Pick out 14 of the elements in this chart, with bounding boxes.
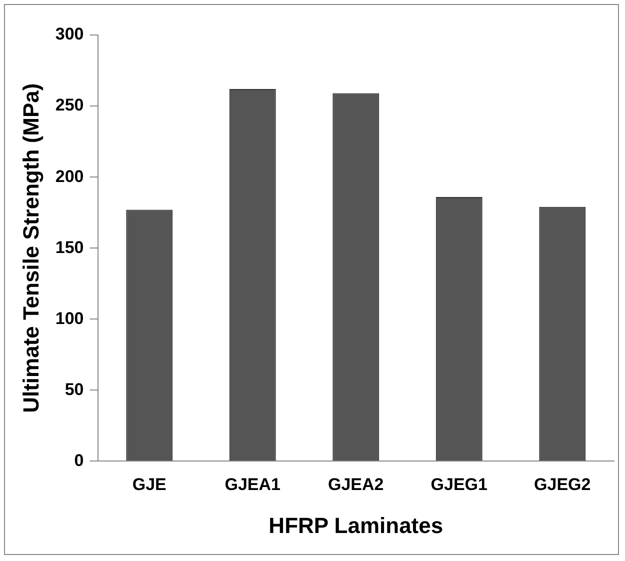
x-axis-title: HFRP Laminates <box>268 512 444 538</box>
x-tick-label: GJEA2 <box>328 475 384 494</box>
x-tick-label: GJEG1 <box>430 475 488 494</box>
y-tick-label: 150 <box>55 238 84 257</box>
y-tick-label: 100 <box>55 308 84 328</box>
y-tick-label: 0 <box>74 450 84 470</box>
y-axis-title: Ultimate Tensile Strength (MPa) <box>18 83 44 413</box>
x-tick-label: GJEG2 <box>534 475 591 494</box>
x-tick-label: GJEA1 <box>224 475 281 494</box>
x-tick-label: GJE <box>132 475 166 494</box>
y-tick-label: 200 <box>55 166 84 186</box>
y-tick-label: 250 <box>55 96 84 115</box>
y-tick-label: 300 <box>55 24 84 44</box>
y-tick-label: 50 <box>64 380 84 399</box>
